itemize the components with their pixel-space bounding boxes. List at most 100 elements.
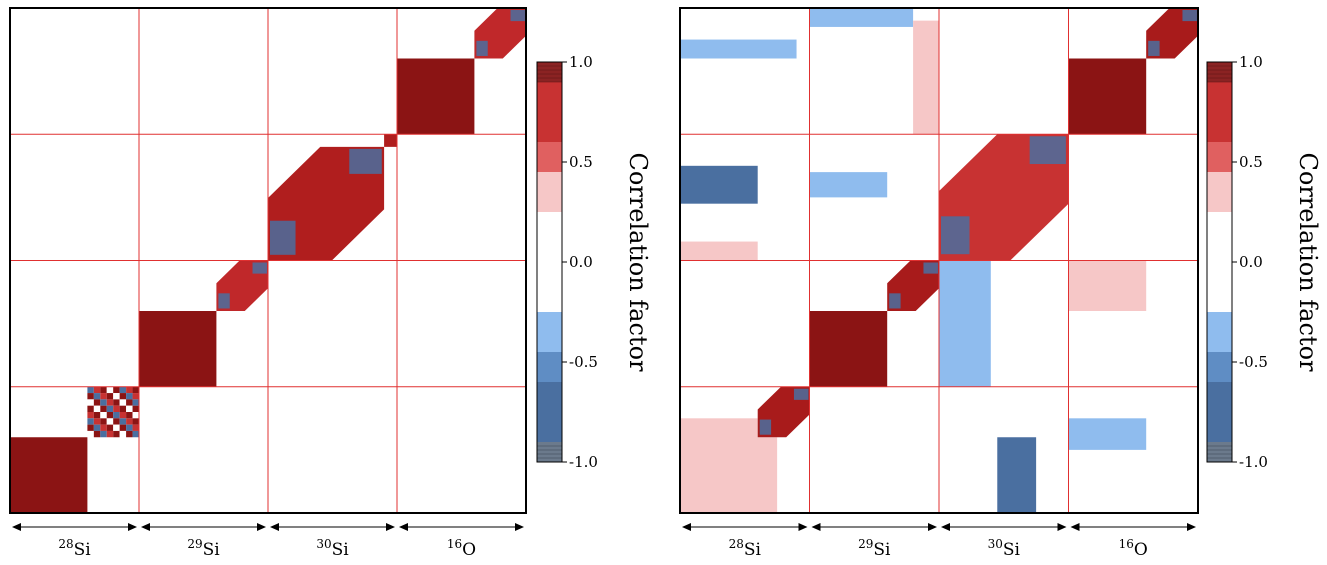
group-label: 29Si (858, 537, 891, 560)
correlation-block (1068, 58, 1147, 135)
element-symbol: Si (203, 540, 221, 560)
mixed-cell (106, 430, 114, 438)
mixed-cell (87, 399, 94, 406)
arrow-head-left (12, 523, 21, 531)
element-symbol: O (462, 540, 476, 560)
mixed-cell (106, 412, 114, 419)
mixed-cell (93, 386, 101, 394)
element-symbol: O (1134, 540, 1148, 560)
mixed-cell (132, 412, 139, 419)
arrow-head-left (399, 523, 408, 531)
mixed-cell (132, 393, 139, 400)
correlation-block (139, 311, 217, 387)
anticorrelation-patch (1029, 136, 1066, 165)
colorbar-tick-label: 0.5 (569, 153, 593, 171)
colorbar-label: Correlation factor (624, 153, 652, 373)
mixed-cell (93, 405, 101, 412)
group-label: 28Si (58, 537, 91, 560)
mixed-cell (100, 405, 107, 412)
correlation-block (1068, 418, 1147, 450)
colorbar-tick-label: -1.0 (1239, 453, 1268, 471)
colorbar-bin (1207, 62, 1232, 82)
colorbar-bin (1207, 212, 1232, 262)
group-label: 29Si (187, 537, 220, 560)
correlation-block (384, 134, 397, 147)
arrow-head-right (1187, 523, 1196, 531)
mixed-cell (87, 386, 94, 394)
mixed-cell (106, 386, 114, 394)
mixed-cell (93, 418, 101, 425)
correlation-block (939, 134, 1069, 261)
mixed-cell (106, 405, 114, 412)
anticorrelation-patch (270, 220, 296, 255)
mixed-cell (119, 424, 127, 431)
group-label: 28Si (729, 537, 762, 560)
colorbar-bin (537, 382, 562, 442)
plot-frame (9, 7, 527, 514)
correlation-block (680, 39, 797, 59)
anticorrelation-patch (349, 148, 382, 174)
mixed-cell (113, 412, 120, 419)
colorbar-tick-label: 0.0 (1239, 253, 1263, 271)
anticorrelation-patch (793, 388, 809, 400)
isotope-mass: 16 (1119, 537, 1134, 551)
mixed-cell (87, 393, 94, 400)
anticorrelation-patch (1148, 40, 1160, 56)
colorbar-bin (1207, 312, 1232, 352)
colorbar-bin (537, 312, 562, 352)
mixed-cell (93, 412, 101, 419)
mixed-cell (100, 412, 107, 419)
colorbar-bin (537, 82, 562, 142)
group-label: 30Si (988, 537, 1021, 560)
mixed-cell (93, 424, 101, 431)
correlation-block (680, 165, 758, 204)
anticorrelation-patch (476, 40, 488, 56)
arrow-head-right (928, 523, 937, 531)
mixed-cell (126, 424, 133, 431)
colorbar-bin (537, 212, 562, 262)
mixed-cell (113, 424, 120, 431)
mixed-cell (126, 393, 133, 400)
mixed-cell (87, 424, 94, 431)
mixed-cell (87, 418, 94, 425)
correlation-block (809, 8, 914, 27)
colorbar-tick-label: 0.5 (1239, 153, 1263, 171)
mixed-cell (93, 399, 101, 406)
arrow-head-right (128, 523, 137, 531)
colorbar-bin (537, 62, 562, 82)
arrow-head-left (941, 523, 950, 531)
colorbar-tick-label: 1.0 (1239, 53, 1263, 71)
correlation-block (268, 146, 385, 261)
mixed-cell (132, 399, 139, 406)
plot-frame (679, 7, 1199, 514)
mixed-cell (119, 412, 127, 419)
left-panel: 28Si 29Si 30Si 16O1.00.50.0-0.5-1.0Correlat… (9, 7, 652, 560)
mixed-cell (132, 405, 139, 412)
element-symbol: Si (1003, 540, 1021, 560)
group-label: 16O (447, 537, 476, 560)
right-panel: 28Si 29Si 30Si 16O1.00.50.0-0.5-1.0Correlat… (679, 7, 1322, 560)
mixed-cell (113, 399, 120, 406)
arrow-head-left (811, 523, 821, 531)
colorbar-bin (1207, 382, 1232, 442)
colorbar-bin (537, 172, 562, 212)
isotope-mass: 16 (447, 537, 462, 551)
mixed-cell (87, 430, 94, 438)
mixed-cell (106, 393, 114, 400)
correlation-block (397, 58, 475, 135)
mixed-cell (106, 399, 114, 406)
mixed-cell (119, 418, 127, 425)
mixed-cell (100, 386, 107, 394)
isotope-mass: 29 (187, 537, 202, 551)
colorbar-bin (1207, 172, 1232, 212)
arrow-head-right (386, 523, 395, 531)
mixed-cell (100, 424, 107, 431)
arrow-head-left (1070, 523, 1080, 531)
anticorrelation-patch (1182, 10, 1197, 22)
colorbar-bin (537, 262, 562, 312)
mixed-cell (106, 424, 114, 431)
mixed-cell (87, 412, 94, 419)
mixed-cell (119, 393, 127, 400)
colorbar-tick-label: 1.0 (569, 53, 593, 71)
mixed-cell (113, 386, 120, 394)
